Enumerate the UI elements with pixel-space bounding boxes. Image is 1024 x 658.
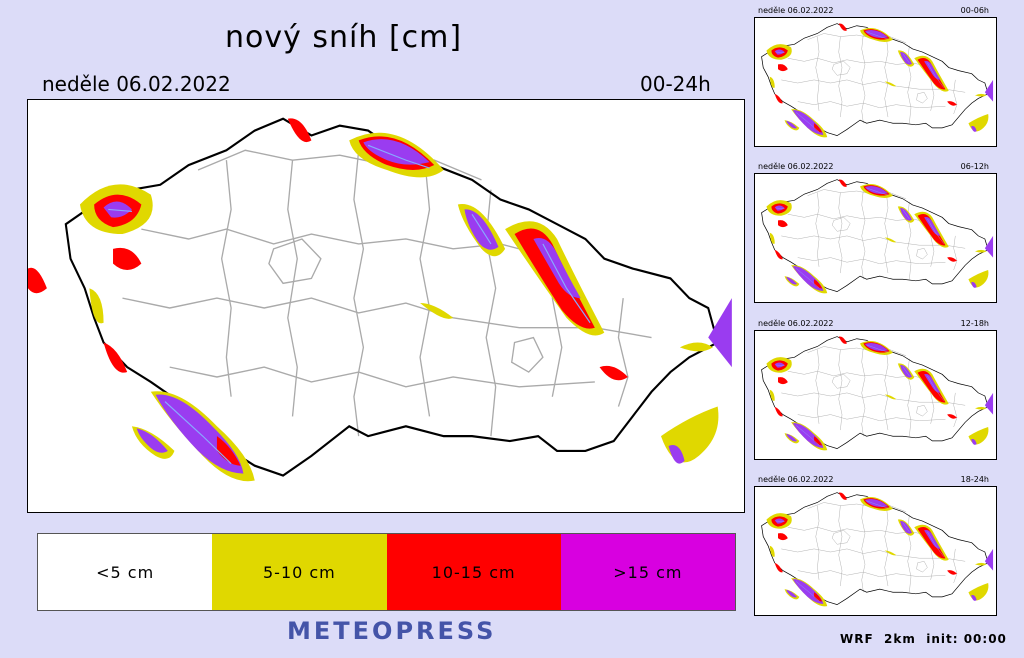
thumbnail-map-graphic (755, 179, 994, 294)
thumbnail-map (754, 173, 997, 303)
forecast-date: neděle 06.02.2022 (42, 72, 231, 96)
thumbnail-map (754, 486, 997, 616)
main-snow-map (27, 99, 745, 513)
thumbnail-date: neděle 06.02.2022 (758, 6, 834, 15)
thumbnail-range: 06-12h (960, 162, 989, 171)
thumbnail-map-graphic (755, 492, 994, 607)
legend-item-lt5: <5 cm (38, 534, 213, 610)
thumbnail-map (754, 330, 997, 460)
forecast-range: 00-24h (640, 72, 711, 96)
thumbnail-date: neděle 06.02.2022 (758, 319, 834, 328)
thumbnail-date: neděle 06.02.2022 (758, 162, 834, 171)
thumbnail-range: 00-06h (960, 6, 989, 15)
brand-logo: METEOPRESS (287, 617, 497, 645)
thumbnail-range: 18-24h (960, 475, 989, 484)
thumbnail-date: neděle 06.02.2022 (758, 475, 834, 484)
thumbnail-map-graphic (755, 23, 994, 138)
model-info: WRF 2km init: 00:00 (840, 632, 1007, 646)
thumbnail-map-graphic (755, 336, 994, 451)
page-title: nový sníh [cm] (225, 20, 463, 55)
legend-item-5-10: 5-10 cm (212, 534, 387, 610)
thumbnail-range: 12-18h (960, 319, 989, 328)
legend-item-gt15: >15 cm (560, 534, 735, 610)
legend-item-10-15: 10-15 cm (386, 534, 561, 610)
thumbnail-map (754, 17, 997, 147)
czech-map-graphic (28, 117, 733, 483)
color-legend: <5 cm 5-10 cm 10-15 cm >15 cm (37, 533, 736, 611)
